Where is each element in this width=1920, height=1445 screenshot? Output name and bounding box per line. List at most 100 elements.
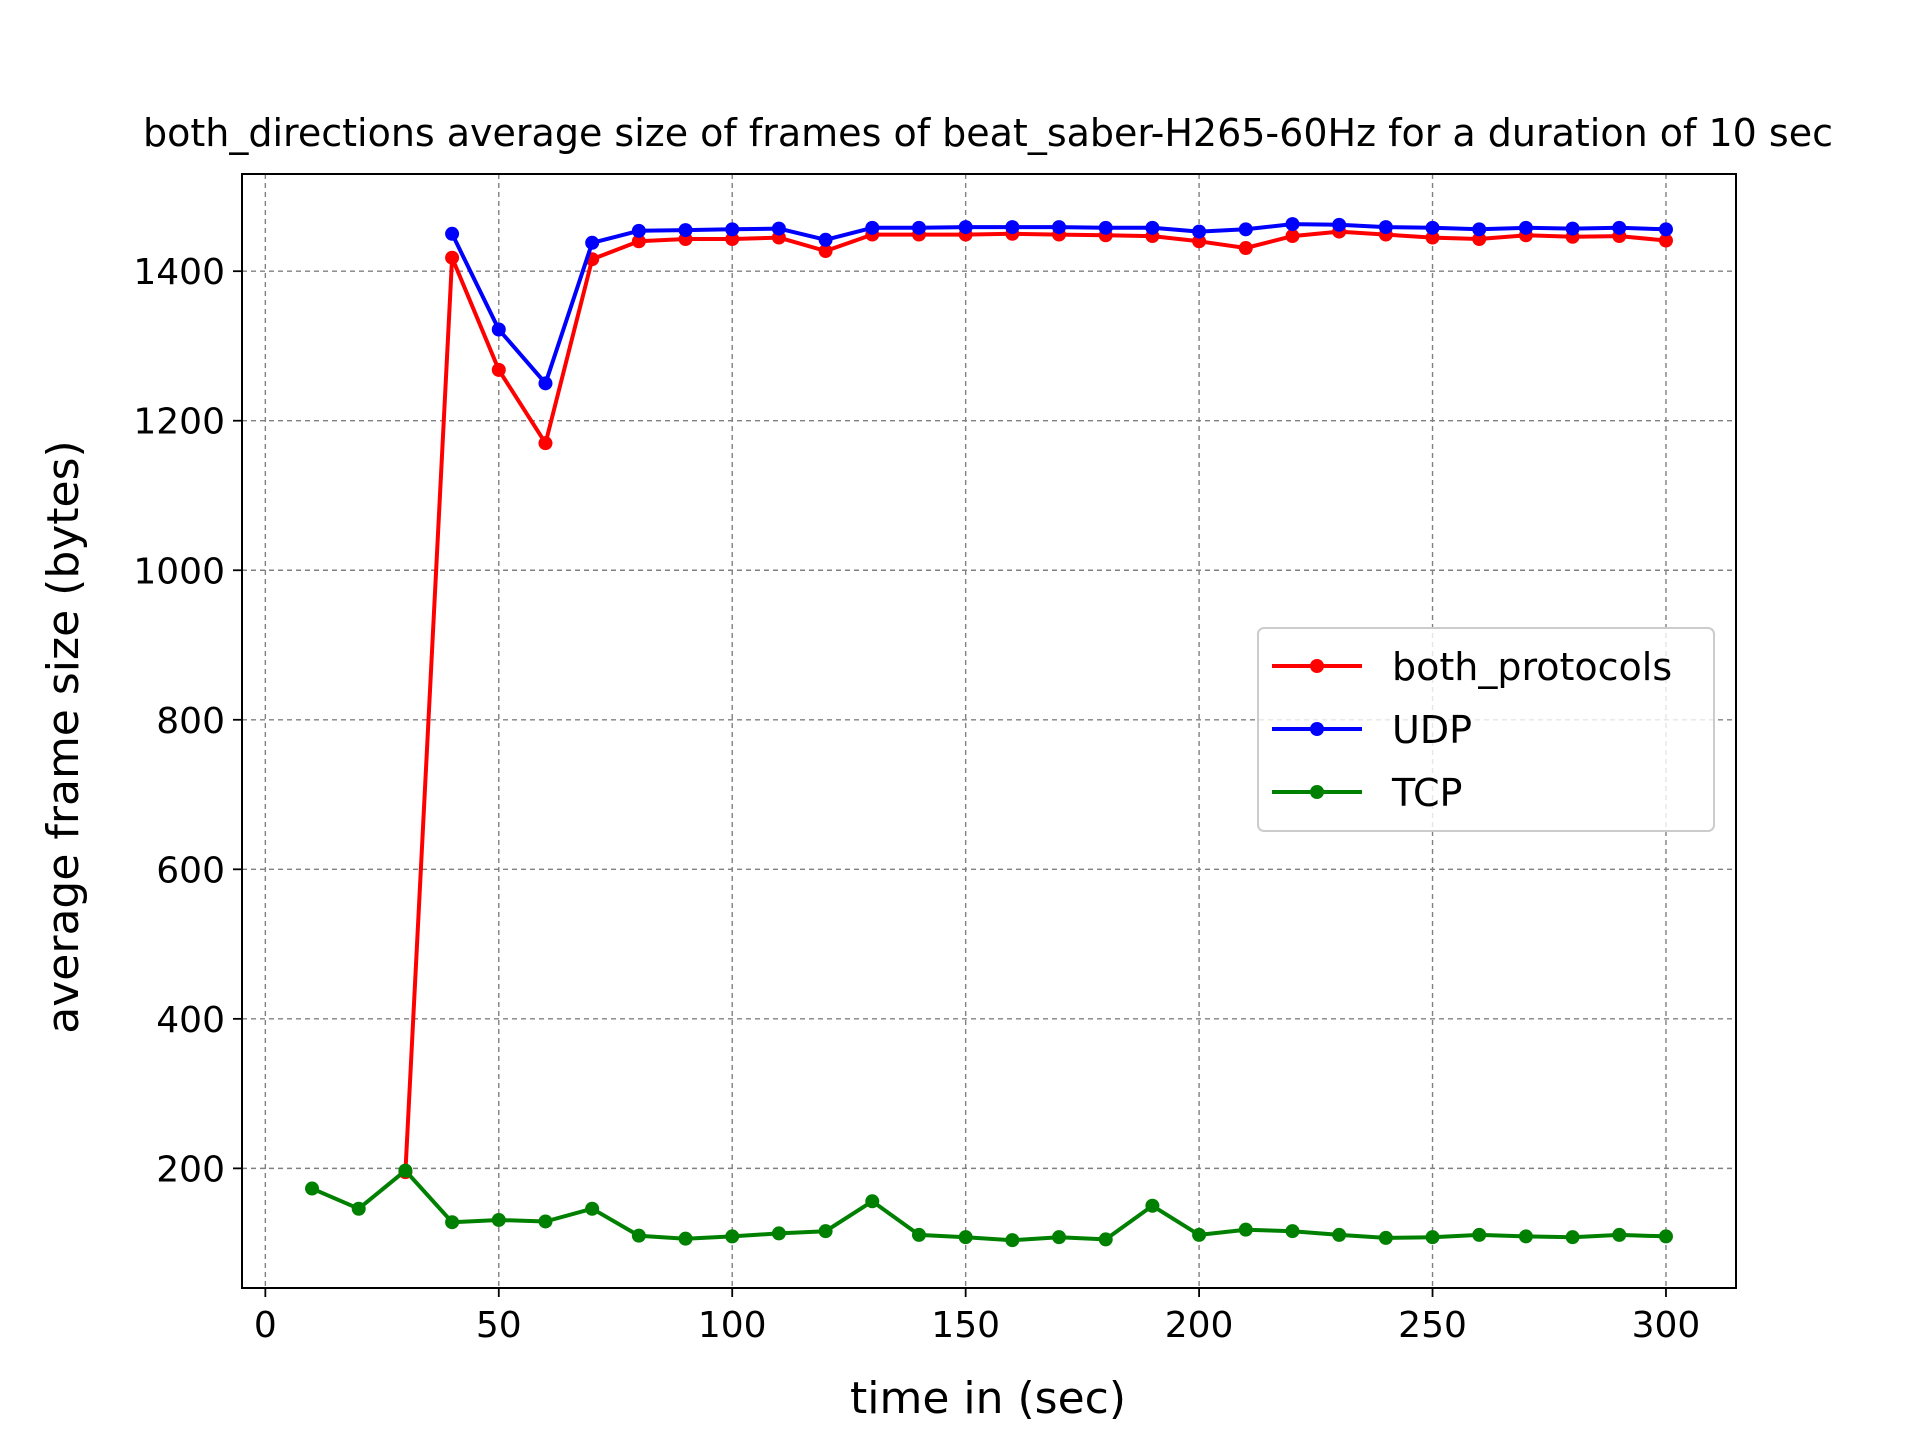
data-point-tcp (305, 1181, 320, 1196)
data-point-tcp (1425, 1230, 1440, 1245)
y-axis-label: average frame size (bytes) (38, 440, 89, 1033)
x-tick-label: 200 (1165, 1305, 1234, 1346)
data-point-tcp (865, 1194, 880, 1209)
legend-swatch-marker (1310, 785, 1324, 799)
data-point-udp (1098, 220, 1113, 235)
x-tick-label: 250 (1398, 1305, 1467, 1346)
legend-box (1257, 627, 1715, 832)
data-point-tcp (445, 1215, 460, 1230)
legend-item-tcp: TCP (1272, 771, 1462, 815)
grid (242, 174, 1736, 1288)
legend-swatch-marker (1310, 659, 1324, 673)
y-tick-label: 1000 (133, 551, 225, 592)
x-axis-label: time in (sec) (850, 1373, 1126, 1424)
data-point-both-protocols (445, 250, 460, 265)
y-tick-label: 800 (156, 701, 225, 742)
y-tick-label: 200 (156, 1149, 225, 1190)
data-point-tcp (771, 1226, 786, 1241)
data-point-udp (445, 226, 460, 241)
data-point-both-protocols (1425, 230, 1440, 245)
data-point-tcp (958, 1230, 973, 1245)
data-point-tcp (538, 1214, 553, 1229)
x-axis-ticks: 0 50 100 150 200 250 300 (254, 1288, 1700, 1346)
data-point-tcp (1238, 1222, 1253, 1237)
data-point-tcp (1192, 1227, 1207, 1242)
chart-title: both_directions average size of frames o… (143, 111, 1833, 155)
y-tick-label: 400 (156, 1000, 225, 1041)
data-point-udp (1005, 220, 1020, 235)
data-point-udp (1612, 220, 1627, 235)
data-point-udp (1565, 221, 1580, 236)
legend: both_protocols UDP TCP (1257, 627, 1715, 832)
plot-frame (241, 173, 1737, 1289)
data-point-udp (1378, 220, 1393, 235)
x-tick-label: 0 (254, 1305, 277, 1346)
data-point-both-protocols (1192, 234, 1207, 249)
series-line-both-protocols (403, 229, 1668, 1175)
data-point-both-protocols (1472, 232, 1487, 247)
series-line-tcp (310, 1168, 1668, 1243)
data-point-tcp (1658, 1229, 1673, 1244)
data-point-both-protocols (1658, 233, 1673, 248)
data-point-both-protocols (631, 234, 646, 249)
y-tick-label: 1200 (133, 402, 225, 443)
x-tick-label: 100 (698, 1305, 767, 1346)
data-point-udp (818, 232, 833, 247)
y-tick-label: 600 (156, 850, 225, 891)
data-point-tcp (725, 1229, 740, 1244)
data-point-udp (771, 221, 786, 236)
data-point-tcp (631, 1228, 646, 1243)
data-point-tcp (818, 1224, 833, 1239)
data-point-tcp (398, 1163, 413, 1178)
data-point-tcp (678, 1231, 693, 1246)
data-point-udp (1472, 222, 1487, 237)
x-tick-label: 150 (931, 1305, 1000, 1346)
data-point-udp (865, 220, 880, 235)
data-point-tcp (1612, 1227, 1627, 1242)
data-point-udp (585, 235, 600, 250)
legend-item-both-protocols: both_protocols (1272, 645, 1672, 689)
data-point-udp (1052, 220, 1067, 235)
data-point-both-protocols (538, 436, 553, 451)
data-point-tcp (351, 1201, 366, 1216)
data-point-udp (678, 223, 693, 238)
data-point-both-protocols (491, 362, 506, 377)
data-point-tcp (1052, 1230, 1067, 1245)
data-point-udp (631, 223, 646, 238)
data-point-udp (1285, 217, 1300, 232)
data-point-tcp (1005, 1233, 1020, 1248)
data-point-both-protocols (1238, 241, 1253, 256)
data-point-tcp (911, 1227, 926, 1242)
data-point-tcp (1378, 1230, 1393, 1245)
x-tick-label: 300 (1632, 1305, 1701, 1346)
legend-item-udp: UDP (1272, 708, 1472, 752)
data-point-tcp (1472, 1227, 1487, 1242)
y-tick-label: 1400 (133, 252, 225, 293)
data-point-udp (958, 220, 973, 235)
series-tcp (305, 1163, 1673, 1248)
legend-label: TCP (1391, 771, 1462, 815)
x-tick-label: 50 (476, 1305, 522, 1346)
data-point-tcp (1098, 1232, 1113, 1247)
legend-label: UDP (1392, 708, 1472, 752)
data-point-udp (1192, 224, 1207, 239)
data-point-both-protocols (818, 244, 833, 259)
data-point-tcp (1332, 1227, 1347, 1242)
y-axis-ticks: 200 400 600 800 1000 1200 1400 (133, 252, 242, 1190)
data-point-tcp (1285, 1224, 1300, 1239)
data-point-udp (1145, 220, 1160, 235)
data-point-udp (1425, 220, 1440, 235)
data-point-both-protocols (725, 232, 740, 247)
data-point-udp (911, 220, 926, 235)
data-point-tcp (1145, 1198, 1160, 1213)
data-point-tcp (491, 1212, 506, 1227)
data-point-udp (725, 222, 740, 237)
data-point-udp (538, 376, 553, 391)
data-point-udp (1332, 217, 1347, 232)
series-layer (305, 217, 1673, 1248)
data-point-udp (1658, 222, 1673, 237)
data-point-tcp (1565, 1230, 1580, 1245)
data-point-both-protocols (1285, 229, 1300, 244)
